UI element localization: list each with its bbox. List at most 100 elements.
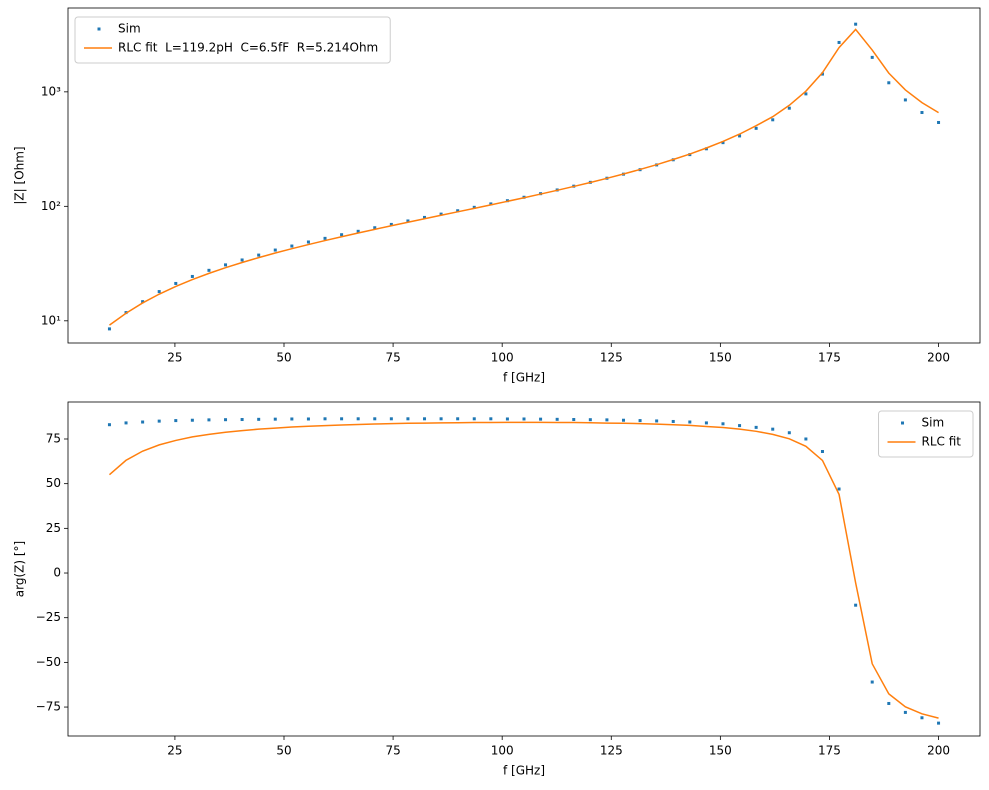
data-point [257, 417, 261, 421]
data-point [157, 419, 161, 423]
data-point [721, 141, 725, 145]
data-point [323, 236, 327, 240]
data-point [738, 134, 742, 138]
data-point [787, 106, 791, 110]
data-point [190, 274, 194, 278]
y-tick-label: 10³ [41, 84, 61, 98]
data-point [771, 118, 775, 122]
data-point [439, 417, 443, 421]
y-tick-label: 75 [46, 431, 61, 445]
data-point [472, 417, 476, 421]
data-point [854, 603, 858, 607]
data-point [389, 417, 393, 421]
data-point [373, 417, 377, 421]
data-point [505, 417, 509, 421]
data-point [240, 258, 244, 262]
data-point [456, 209, 460, 213]
x-tick-label: 100 [491, 744, 514, 758]
y-tick-label: 10¹ [41, 313, 61, 327]
data-point [870, 55, 874, 59]
data-point [340, 417, 344, 421]
data-point [787, 431, 791, 435]
x-tick-label: 125 [600, 351, 623, 365]
data-point [738, 424, 742, 428]
data-point [373, 226, 377, 230]
fit-line [108, 421, 939, 719]
x-axis-label: f [GHz] [503, 764, 545, 778]
x-tick-label: 150 [709, 744, 732, 758]
data-point [771, 427, 775, 431]
data-point [721, 422, 725, 426]
y-axis-label: |Z| [Ohm] [13, 146, 27, 204]
data-point [903, 98, 907, 102]
data-point [837, 40, 841, 44]
data-point [224, 263, 228, 267]
data-point [340, 233, 344, 237]
x-tick-label: 25 [167, 351, 182, 365]
data-point [870, 680, 874, 684]
axes-frame [67, 7, 981, 344]
y-tick-label: 50 [46, 476, 61, 490]
data-point [306, 240, 310, 244]
data-point [323, 417, 327, 421]
data-point [406, 417, 410, 421]
x-tick-label: 125 [600, 744, 623, 758]
data-point [804, 92, 808, 96]
data-point [605, 418, 609, 422]
data-point [621, 418, 625, 422]
data-point [655, 419, 659, 423]
data-point [290, 244, 294, 248]
data-point [174, 419, 178, 423]
data-point [207, 418, 211, 422]
data-point [937, 721, 941, 725]
data-point [124, 421, 128, 425]
legend-box [74, 16, 391, 64]
data-point [456, 417, 460, 421]
legend-marker [901, 421, 905, 425]
data-point [588, 418, 592, 422]
legend: Sim RLC fit L=119.2pH C=6.5fF R=5.214Ohm [74, 16, 391, 64]
x-tick-label: 50 [276, 351, 291, 365]
data-point [572, 418, 576, 422]
data-point [107, 327, 111, 331]
x-tick-label: 175 [818, 351, 841, 365]
x-tick-label: 200 [927, 744, 950, 758]
legend-label: RLC fit L=119.2pH C=6.5fF R=5.214Ohm [118, 41, 378, 55]
data-point [854, 22, 858, 26]
data-point [306, 417, 310, 421]
data-point [157, 290, 161, 294]
data-point [257, 253, 261, 257]
data-point [820, 72, 824, 76]
legend-label: Sim [922, 416, 945, 430]
data-point [240, 418, 244, 422]
data-point [489, 202, 493, 206]
data-point [423, 417, 427, 421]
data-point [920, 716, 924, 720]
axes-frame [67, 401, 981, 737]
data-point [224, 418, 228, 422]
data-point [141, 420, 145, 424]
x-tick-label: 175 [818, 744, 841, 758]
data-point [356, 417, 360, 421]
data-point [472, 205, 476, 209]
plot-area [107, 417, 941, 725]
y-tick-label: 25 [46, 521, 61, 535]
y-tick-label: 0 [53, 566, 61, 580]
data-point [406, 219, 410, 223]
x-tick-label: 25 [167, 744, 182, 758]
data-point [273, 417, 277, 421]
data-point [903, 710, 907, 714]
plot-area [107, 22, 941, 331]
data-point [920, 111, 924, 115]
data-point [804, 437, 808, 441]
y-tick-label: 10² [41, 199, 61, 213]
data-point [174, 281, 178, 285]
y-axis-label: arg(Z) [°] [13, 541, 27, 597]
data-point [389, 222, 393, 226]
legend-label: RLC fit [922, 435, 962, 449]
data-point [273, 248, 277, 252]
data-point [539, 417, 543, 421]
data-point [190, 418, 194, 422]
data-point [555, 417, 559, 421]
